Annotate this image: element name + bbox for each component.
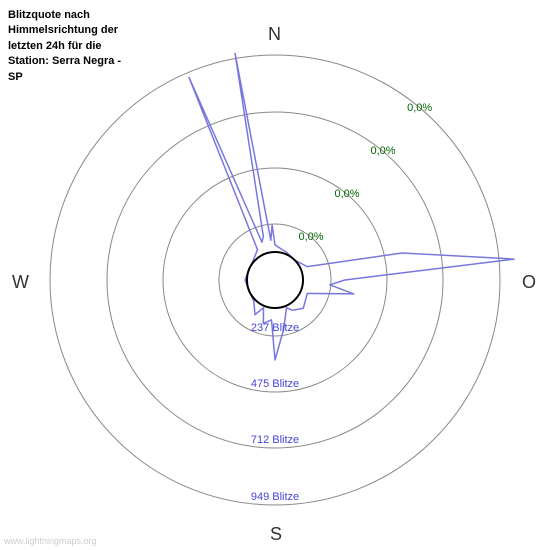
- ring-label-bottom-1: 475 Blitze: [251, 378, 299, 390]
- ring-label-bottom-0: 237 Blitze: [251, 322, 299, 334]
- ring-label-bottom-2: 712 Blitze: [251, 434, 299, 446]
- ring-label-top-0: 0,0%: [298, 231, 323, 243]
- rose-polygon: [189, 53, 514, 360]
- ring-label-bottom-3: 949 Blitze: [251, 491, 299, 503]
- cardinal-O: O: [522, 272, 536, 293]
- center-circle: [247, 252, 303, 308]
- cardinal-S: S: [270, 524, 282, 545]
- cardinal-W: W: [12, 272, 29, 293]
- ring-label-top-3: 0,0%: [407, 102, 432, 114]
- ring-label-top-1: 0,0%: [334, 188, 359, 200]
- cardinal-N: N: [268, 24, 281, 45]
- ring-label-top-2: 0,0%: [370, 145, 395, 157]
- polar-chart: [0, 0, 550, 550]
